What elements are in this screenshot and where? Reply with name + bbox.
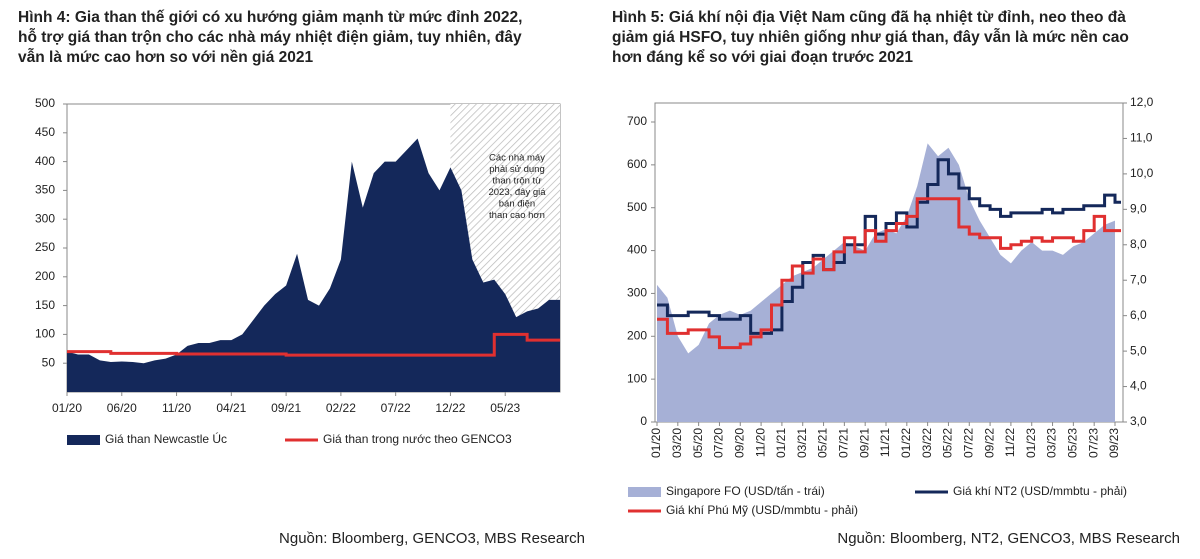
legend-label: Singapore FO (USD/tấn - trái) bbox=[666, 484, 825, 498]
x-tick-label: 04/21 bbox=[216, 401, 246, 415]
y-tick-label: 300 bbox=[627, 286, 647, 300]
annotation: bán điện bbox=[499, 199, 535, 210]
chart-title: Hình 5: Giá khí nội địa Việt Nam cũng đã… bbox=[612, 9, 1126, 26]
step-line bbox=[657, 197, 1121, 350]
x-tick-label: 07/22 bbox=[381, 401, 411, 415]
x-tick-label: 07/20 bbox=[712, 428, 726, 458]
legend-swatch bbox=[628, 487, 661, 497]
y2-tick-label: 7,0 bbox=[1130, 272, 1147, 286]
y-tick-label: 0 bbox=[640, 414, 647, 428]
y-tick-label: 150 bbox=[35, 298, 55, 312]
y-tick-label: 300 bbox=[35, 211, 55, 225]
y2-tick-label: 11,0 bbox=[1130, 131, 1153, 145]
x-tick-label: 09/21 bbox=[857, 428, 871, 458]
x-tick-label: 05/20 bbox=[691, 428, 705, 458]
x-tick-label: 03/21 bbox=[795, 428, 809, 458]
x-tick-label: 01/23 bbox=[1024, 428, 1038, 458]
y-tick-label: 600 bbox=[627, 157, 647, 171]
x-tick-label: 09/21 bbox=[271, 401, 301, 415]
y-tick-label: 400 bbox=[627, 243, 647, 257]
y-tick-label: 200 bbox=[627, 328, 647, 342]
x-tick-label: 11/20 bbox=[162, 401, 191, 415]
y-tick-label: 350 bbox=[35, 183, 55, 197]
x-tick-label: 07/22 bbox=[961, 428, 975, 458]
y-tick-label: 250 bbox=[35, 240, 55, 254]
x-tick-label: 05/21 bbox=[816, 428, 830, 458]
x-tick-label: 02/22 bbox=[326, 401, 356, 415]
x-tick-label: 03/20 bbox=[670, 428, 684, 458]
x-tick-label: 09/22 bbox=[982, 428, 996, 458]
y2-tick-label: 6,0 bbox=[1130, 308, 1147, 322]
annotation: than cao hơn bbox=[489, 210, 545, 221]
x-tick-label: 11/22 bbox=[1003, 428, 1017, 457]
x-tick-label: 03/22 bbox=[920, 428, 934, 458]
y2-tick-label: 3,0 bbox=[1130, 414, 1147, 428]
chart-title: hơn đáng kể so với giai đoạn trước 2021 bbox=[612, 49, 913, 66]
x-tick-label: 03/23 bbox=[1045, 428, 1059, 458]
legend-label: Giá khí NT2 (USD/mmbtu - phải) bbox=[953, 484, 1127, 498]
y-tick-label: 50 bbox=[42, 355, 56, 369]
legend-label: Giá than Newcastle Úc bbox=[105, 431, 227, 446]
y-tick-label: 500 bbox=[35, 96, 55, 110]
chart-title: hỗ trợ giá than trộn cho các nhà máy nhi… bbox=[18, 29, 522, 46]
x-tick-label: 06/20 bbox=[107, 401, 137, 415]
legend-label: Giá khí Phú Mỹ (USD/mmbtu - phải) bbox=[666, 503, 858, 517]
annotation: phải sử dụng bbox=[489, 164, 544, 175]
x-tick-label: 05/23 bbox=[490, 401, 520, 415]
x-tick-label: 11/21 bbox=[878, 428, 892, 457]
area-series bbox=[657, 143, 1115, 422]
y2-tick-label: 5,0 bbox=[1130, 343, 1147, 357]
x-tick-label: 11/20 bbox=[753, 428, 767, 457]
y2-tick-label: 4,0 bbox=[1130, 379, 1147, 393]
annotation: than trộn từ bbox=[492, 176, 542, 187]
x-tick-label: 07/23 bbox=[1086, 428, 1100, 458]
x-tick-label: 01/20 bbox=[52, 401, 82, 415]
y-tick-label: 100 bbox=[627, 371, 647, 385]
chart-title: giảm giá HSFO, tuy nhiên giống như giá t… bbox=[612, 29, 1129, 46]
chart-title: vẫn là mức cao hơn so với nền giá 2021 bbox=[18, 49, 314, 66]
y2-tick-label: 9,0 bbox=[1130, 202, 1147, 216]
legend-swatch bbox=[67, 435, 100, 445]
x-tick-label: 09/20 bbox=[732, 428, 746, 458]
source: Nguồn: Bloomberg, GENCO3, MBS Research bbox=[279, 530, 585, 547]
x-tick-label: 05/22 bbox=[941, 428, 955, 458]
x-tick-label: 09/23 bbox=[1107, 428, 1121, 458]
source: Nguồn: Bloomberg, NT2, GENCO3, MBS Resea… bbox=[837, 530, 1180, 547]
y2-tick-label: 10,0 bbox=[1130, 166, 1154, 180]
legend-label: Giá than trong nước theo GENCO3 bbox=[323, 432, 512, 446]
step-line bbox=[67, 332, 560, 357]
x-tick-label: 01/22 bbox=[899, 428, 913, 458]
y-tick-label: 500 bbox=[627, 200, 647, 214]
y-tick-label: 450 bbox=[35, 125, 55, 139]
x-tick-label: 01/21 bbox=[774, 428, 788, 458]
annotation: 2023, đây giá bbox=[488, 187, 546, 198]
y-tick-label: 200 bbox=[35, 269, 55, 283]
y-tick-label: 400 bbox=[35, 154, 55, 168]
x-tick-label: 07/21 bbox=[837, 428, 851, 458]
y2-tick-label: 12,0 bbox=[1130, 95, 1154, 109]
chart-title: Hình 4: Gia than thế giới có xu hướng gi… bbox=[18, 9, 522, 26]
x-tick-label: 05/23 bbox=[1066, 428, 1080, 458]
y-tick-label: 100 bbox=[35, 327, 55, 341]
area-series bbox=[67, 138, 560, 392]
y2-tick-label: 8,0 bbox=[1130, 237, 1147, 251]
x-tick-label: 12/22 bbox=[435, 401, 465, 415]
x-tick-label: 01/20 bbox=[649, 428, 663, 458]
y-tick-label: 700 bbox=[627, 114, 647, 128]
annotation: Các nhà máy bbox=[489, 153, 545, 164]
